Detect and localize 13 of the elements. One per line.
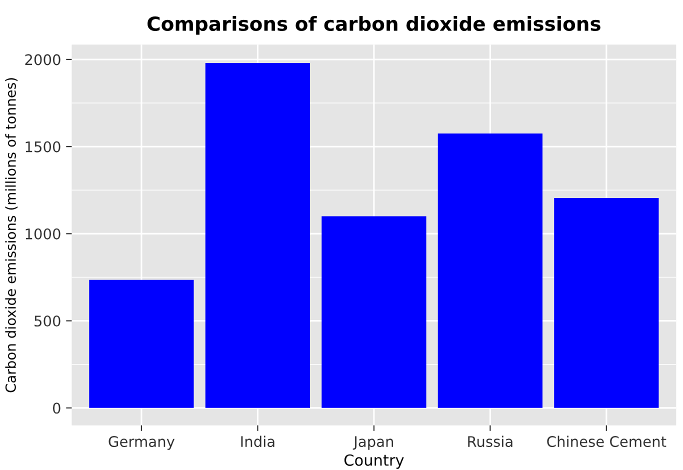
x-tick-label: Japan bbox=[352, 436, 394, 450]
x-axis-title: Country bbox=[344, 454, 404, 469]
y-axis-title: Carbon dioxide emissions (millions of tonnes) bbox=[5, 78, 18, 392]
x-tick-label: Chinese Cement bbox=[547, 436, 666, 448]
chart-title: Comparisons of carbon dioxide emissions bbox=[148, 16, 600, 35]
y-tick-label: 0 bbox=[52, 402, 60, 414]
y-tick-label: 1500 bbox=[26, 141, 60, 152]
y-tick-label: 500 bbox=[34, 316, 60, 327]
x-tick-label: Russia bbox=[468, 436, 512, 448]
y-tick-label: 2000 bbox=[25, 54, 60, 66]
x-tick-label: India bbox=[241, 436, 274, 448]
y-tick-label: 1000 bbox=[26, 228, 60, 240]
x-tick-label: Germany bbox=[108, 436, 175, 450]
